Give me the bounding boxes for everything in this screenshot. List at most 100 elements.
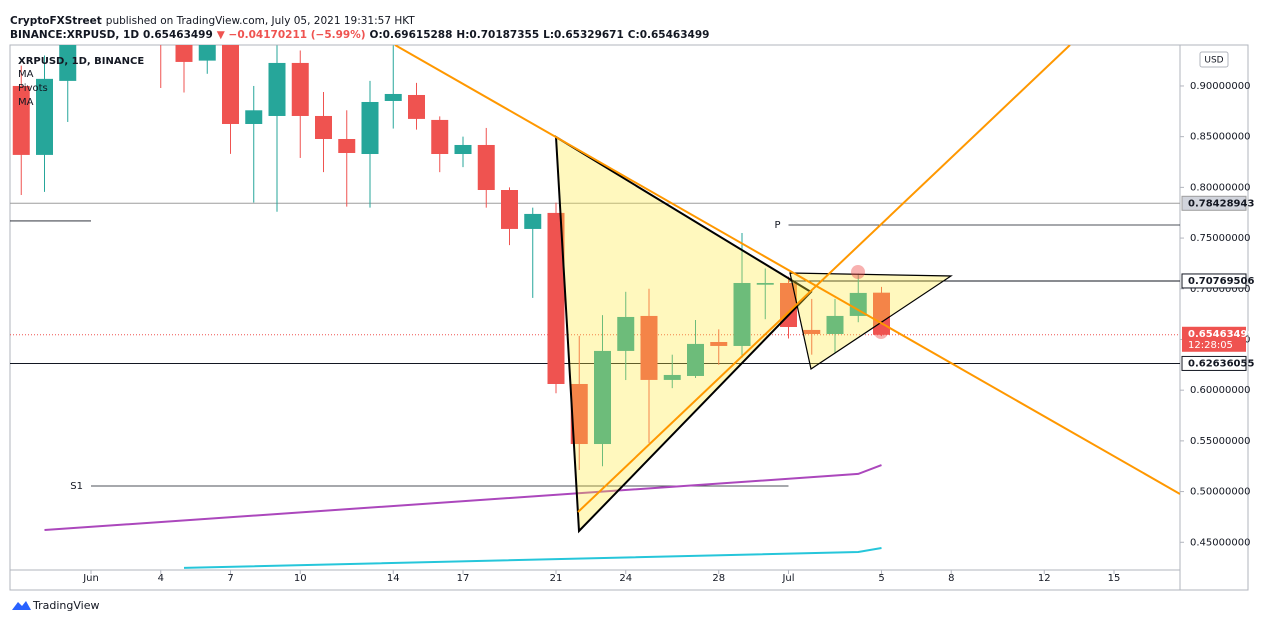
candle-body — [710, 342, 728, 346]
plot-data — [12, 0, 890, 569]
publish-line: CryptoFXStreet published on TradingView.c… — [10, 14, 709, 28]
candle-body — [501, 190, 518, 229]
candle-body — [36, 78, 53, 155]
axes: 0.45000000 0.50000000 0.55000000 0.60000000… — [70, 81, 1254, 584]
y-tick-label: 0.50000000 — [1190, 487, 1250, 498]
ohlc-line: BINANCE:XRPUSD, 1D 0.65463499 ▼ −0.0417021… — [10, 28, 709, 42]
legend-entry: MA — [18, 69, 34, 80]
frame — [9, 44, 1249, 591]
last-price-label: 0.65463499 — [1188, 329, 1254, 340]
candle-body — [245, 110, 263, 124]
footer-logo: TradingView — [12, 599, 99, 612]
x-tick-label: 24 — [619, 573, 632, 584]
candle-body — [849, 292, 867, 316]
candle-body — [152, 0, 169, 25]
y-tick-label: 0.55000000 — [1190, 436, 1250, 447]
x-tick-label: 15 — [1108, 573, 1121, 584]
trend-line — [577, 45, 1071, 513]
x-tick-label: 7 — [227, 573, 233, 584]
triangle-drawing — [554, 135, 813, 534]
level-tag — [1181, 195, 1247, 211]
candle-body — [175, 45, 193, 62]
x-tick-label: 14 — [387, 573, 400, 584]
y-tick-label: 0.60000000 — [1190, 385, 1250, 396]
candle-body — [431, 119, 449, 155]
candle-body — [268, 62, 286, 116]
candle-body — [454, 144, 472, 155]
change: ▼ −0.04170211 (−5.99%) — [216, 29, 366, 41]
y-tick-label: 0.75000000 — [1190, 233, 1250, 244]
candle-body — [524, 213, 542, 229]
legend-entry: Pivots — [18, 83, 48, 94]
x-tick-label: 10 — [294, 573, 307, 584]
candle-body — [59, 45, 77, 81]
x-tick-label: 17 — [457, 573, 470, 584]
header: CryptoFXStreet published on TradingView.c… — [10, 14, 709, 42]
candle-body — [291, 62, 309, 116]
published: published on TradingView.com, July 05, 2… — [105, 15, 415, 27]
candle-body — [338, 138, 356, 153]
candle-body — [756, 282, 774, 285]
level-tag-label: 0.62636055 — [1188, 358, 1254, 369]
x-tick-label: 12 — [1038, 573, 1051, 584]
x-tick-label: 21 — [550, 573, 563, 584]
author: CryptoFXStreet — [10, 15, 102, 27]
candle-body — [222, 45, 239, 124]
candle-body — [803, 329, 821, 334]
symbol: BINANCE:XRPUSD, 1D — [10, 29, 140, 41]
last-price-tag — [1182, 326, 1246, 352]
candle-body — [570, 383, 588, 445]
candle-body — [873, 292, 890, 335]
x-tick-label: 4 — [158, 573, 164, 584]
y-tick-label: 0.80000000 — [1190, 182, 1250, 193]
candle-body — [687, 343, 704, 376]
candle-body — [315, 115, 332, 139]
currency: USD — [1204, 56, 1223, 66]
candle-body — [361, 101, 379, 155]
x-tick-label: 8 — [948, 573, 954, 584]
candle-body — [477, 144, 495, 191]
level-tag — [1181, 355, 1247, 371]
countdown: 12:28:05 — [1188, 340, 1233, 351]
candle-body — [640, 315, 658, 380]
candle-body — [733, 282, 751, 346]
ma-line — [44, 464, 882, 532]
legend: XRPUSD, 1D, BINANCE MA Pivots MA — [18, 56, 144, 108]
drawings — [394, 45, 1180, 534]
y-tick-label: 0.45000000 — [1190, 537, 1250, 548]
currency-box[interactable] — [1199, 51, 1229, 68]
legend-entry: MA — [18, 97, 34, 108]
candle-body — [663, 374, 681, 380]
level-tag-label: 0.70769506 — [1188, 276, 1254, 287]
ma-line — [183, 546, 882, 569]
candle-body — [826, 315, 844, 334]
y-tick-label: 0.90000000 — [1190, 81, 1250, 92]
level-tag — [1181, 273, 1247, 289]
candle-body — [547, 212, 565, 384]
highlight-circle — [851, 265, 865, 279]
candle-body — [384, 93, 402, 101]
level-tag-label: 0.78428943 — [1188, 198, 1254, 209]
pivot-label: P — [774, 220, 780, 231]
candle-body — [12, 85, 30, 155]
x-tick-label: Jul — [781, 573, 794, 584]
x-tick-label: 28 — [712, 573, 725, 584]
y-tick-label: 0.70000000 — [1190, 284, 1250, 295]
legend-title: XRPUSD, 1D, BINANCE — [18, 56, 144, 67]
x-tick-label: Jun — [82, 573, 99, 584]
logo-icon — [12, 601, 31, 610]
highlight-circle — [874, 325, 888, 339]
last: 0.65463499 — [143, 29, 213, 41]
high: H:0.70187355 — [456, 29, 540, 41]
open: O:0.69615288 — [369, 29, 453, 41]
candle-body — [617, 316, 635, 351]
trend-line — [394, 45, 1180, 495]
footer-text: TradingView — [32, 599, 99, 612]
candle-body — [594, 350, 611, 445]
x-tick-label: 5 — [878, 573, 884, 584]
candle-body — [198, 45, 216, 61]
pivot-label: S1 — [70, 481, 83, 492]
candle-body — [408, 94, 425, 119]
